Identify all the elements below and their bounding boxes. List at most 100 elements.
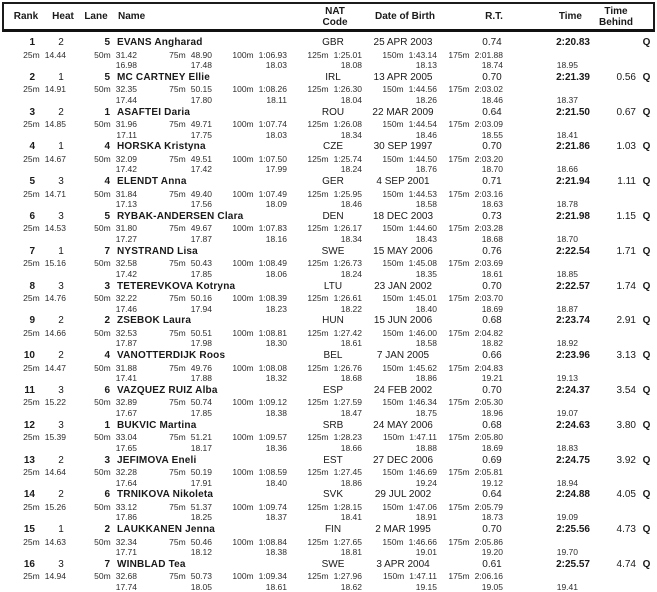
split-value-175m: 2:04.83 — [474, 362, 503, 373]
final-time-cell: 2:24.75 — [556, 454, 590, 466]
qualified-badge: Q — [642, 558, 651, 570]
lane-cell: 6 — [104, 384, 110, 396]
splits-line: 25m 14.91 50m 32.35 75m 50.15 100m 1:08.26 1… — [0, 84, 657, 95]
lap-cell-75m: 17.56 — [190, 199, 212, 210]
split-value-175m: 2:03.16 — [474, 188, 503, 199]
rank-cell: 15 — [23, 524, 35, 536]
lap-cell-50m: 17.65 — [115, 442, 137, 453]
rank-cell: 6 — [29, 210, 35, 222]
lane-cell: 5 — [104, 210, 110, 222]
lane-cell: 1 — [104, 106, 110, 118]
splits-line: 25m 14.53 50m 31.80 75m 49.67 100m 1:07.83 1… — [0, 223, 657, 234]
split-label-100m: 100m — [232, 571, 254, 582]
lap-cell-100m: 18.11 — [266, 94, 287, 105]
split-label-25m: 25m — [23, 397, 40, 408]
split-label-125m: 125m — [307, 432, 329, 443]
split-value-25m: 14.71 — [44, 188, 66, 199]
lap-cell-175m: 18.73 — [481, 512, 503, 523]
swimmer-name: ASAFTEI Daria — [117, 106, 191, 118]
split-label-25m: 25m — [23, 536, 40, 547]
results-table-body: 1 2 5 EVANS Angharad GBR 25 APR 2003 0.7… — [0, 34, 657, 592]
lap-cell-150m: 18.26 — [415, 94, 437, 105]
lap-cell-150m: 18.58 — [415, 338, 437, 349]
split-value-100m: 1:06.93 — [258, 49, 287, 60]
time-behind-cell: 2.91 — [616, 315, 636, 327]
laps-line: 17.42 17.42 17.99 18.24 18.76 18.70 18.6… — [0, 164, 657, 174]
split-cell-25m: 25m 14.71 — [0, 189, 66, 199]
split-label-100m: 100m — [232, 84, 254, 95]
split-value-125m: 1:26.17 — [333, 223, 362, 234]
split-value-150m: 1:46.00 — [408, 327, 437, 338]
lap-cell-125m: 18.22 — [340, 303, 362, 314]
date-of-birth-cell: 22 MAR 2009 — [372, 106, 434, 118]
split-label-125m: 125m — [307, 188, 329, 199]
final-time-cell: 2:24.63 — [556, 419, 590, 431]
lap-cell-175m: 19.21 — [481, 373, 503, 384]
split-label-100m: 100m — [232, 153, 254, 164]
split-cell-175m: 175m 2:05.86 — [437, 537, 503, 547]
lap-cell-150m: 19.01 — [415, 547, 437, 558]
rank-cell: 2 — [29, 71, 35, 83]
header-name: Name — [118, 11, 146, 22]
laps-line: 17.86 18.25 18.37 18.41 18.91 18.73 19.0… — [0, 512, 657, 522]
reaction-time-cell: 0.61 — [482, 558, 502, 570]
qualified-badge: Q — [642, 37, 651, 48]
split-cell-125m: 125m 1:28.15 — [287, 502, 362, 512]
qualified-badge: Q — [642, 245, 651, 257]
split-cell-125m: 125m 1:26.73 — [287, 258, 362, 268]
split-value-175m: 2:03.70 — [474, 293, 503, 304]
laps-line: 17.64 17.91 18.40 18.86 19.24 19.12 18.9… — [0, 478, 657, 488]
split-label-175m: 175m — [448, 84, 470, 95]
split-label-150m: 150m — [383, 432, 405, 443]
split-label-50m: 50m — [94, 258, 111, 269]
lap-cell-final: 19.09 — [556, 512, 578, 523]
split-value-175m: 2:03.28 — [474, 223, 503, 234]
split-label-175m: 175m — [448, 362, 470, 373]
date-of-birth-cell: 30 SEP 1997 — [373, 141, 433, 153]
split-value-100m: 1:08.39 — [258, 293, 287, 304]
result-row: 2 1 5 MC CARTNEY Ellie IRL 13 APR 2005 0… — [0, 69, 657, 105]
lap-cell-final: 18.37 — [556, 94, 578, 105]
result-row: 15 1 2 LAUKKANEN Jenna FIN 2 MAR 1995 0.… — [0, 521, 657, 558]
split-label-25m: 25m — [23, 327, 40, 338]
split-label-25m: 25m — [23, 188, 40, 199]
split-label-25m: 25m — [23, 258, 40, 269]
heat-cell: 2 — [58, 489, 64, 501]
nat-code-cell: SWE — [321, 245, 345, 257]
split-label-25m: 25m — [23, 293, 40, 304]
result-main-line: 1 2 5 EVANS Angharad GBR 25 APR 2003 0.7… — [0, 36, 657, 49]
split-value-150m: 1:47.11 — [409, 571, 437, 582]
laps-line: 17.65 18.17 18.36 18.66 18.88 18.69 18.8… — [0, 443, 657, 453]
laps-line: 17.46 17.94 18.23 18.22 18.40 18.69 18.8… — [0, 304, 657, 314]
time-behind-cell: 1.11 — [617, 176, 636, 188]
lap-cell-final: 18.94 — [556, 477, 578, 488]
qualified-badge: Q — [642, 419, 651, 431]
lap-cell-175m: 18.55 — [481, 129, 503, 140]
lane-cell: 2 — [104, 524, 110, 536]
result-main-line: 3 2 1 ASAFTEI Daria ROU 22 MAR 2009 0.64… — [0, 106, 657, 119]
nat-code-cell: SWE — [321, 558, 345, 570]
split-value-125m: 1:25.74 — [333, 153, 362, 164]
qualified-badge: Q — [642, 454, 651, 466]
split-cell-150m: 150m 1:46.00 — [362, 328, 437, 338]
lap-cell-50m: 17.64 — [115, 477, 137, 488]
lap-cell-125m: 18.81 — [340, 547, 362, 558]
split-value-100m: 1:09.34 — [258, 571, 287, 582]
time-behind-cell: 0.56 — [616, 71, 636, 83]
split-cell-175m: 175m 2:05.81 — [437, 467, 503, 477]
split-value-75m: 50.19 — [190, 467, 212, 478]
split-label-75m: 75m — [169, 327, 186, 338]
splits-line: 25m 14.76 50m 32.22 75m 50.16 100m 1:08.39 1… — [0, 293, 657, 304]
split-cell-100m: 100m 1:08.81 — [212, 328, 287, 338]
date-of-birth-cell: 24 FEB 2002 — [373, 384, 433, 396]
swimmer-name: VAZQUEZ RUIZ Alba — [117, 384, 218, 396]
rank-cell: 14 — [23, 489, 35, 501]
split-value-100m: 1:08.84 — [258, 536, 287, 547]
heat-cell: 2 — [58, 454, 64, 466]
lane-cell: 3 — [104, 454, 110, 466]
split-cell-150m: 150m 1:46.66 — [362, 537, 437, 547]
result-main-line: 4 1 4 HORSKA Kristyna CZE 30 SEP 1997 0.… — [0, 140, 657, 153]
time-behind-cell: 1.03 — [616, 141, 636, 153]
heat-cell: 3 — [58, 210, 64, 222]
split-cell-50m: 50m 32.68 — [66, 571, 137, 581]
